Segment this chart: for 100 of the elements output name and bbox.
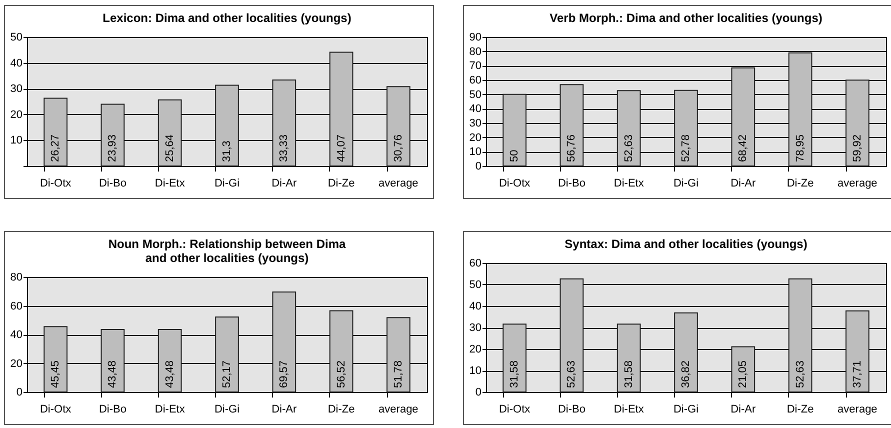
x-tick-label: Di-Ar [272,404,297,416]
data-label: 56,52 [335,360,348,388]
x-tick-label: Di-Etx [154,404,186,416]
x-tick-label: average [838,404,878,416]
x-tick-label: Di-Otx [498,404,531,416]
bar [100,329,125,392]
bar [560,278,584,392]
bar [502,324,526,392]
bar [44,98,68,166]
data-label: 31,58 [622,360,635,388]
x-tick-label: Di-Gi [214,178,240,190]
y-tick-label: 60 [469,258,482,270]
data-label: 33,33 [278,134,290,162]
data-label: 23,93 [106,134,119,162]
bar [100,104,125,166]
data-label: 52,63 [566,360,578,388]
y-tick-label: 80 [469,46,482,58]
bar [386,317,410,392]
bar [846,80,870,166]
chart-title: Syntax: Dima and other localities (youngs) [564,237,808,251]
data-label: 45,45 [50,360,62,388]
y-tick-label: 90 [469,32,482,44]
bar [560,84,584,166]
x-tick-label: Di-Gi [673,178,699,190]
data-label: 44,07 [335,134,348,162]
x-tick-label: average [838,178,878,190]
x-tick-label: Di-Gi [673,404,699,416]
bar [731,346,756,392]
bar [329,310,354,392]
data-label: 50 [508,150,521,162]
y-tick-label: 20 [10,358,22,370]
x-tick-label: Di-Ze [328,404,355,416]
x-tick-label: Di-Gi [214,404,240,416]
y-tick-label: 50 [10,32,22,44]
y-tick-label: 10 [469,146,482,158]
y-tick-label: 70 [469,60,482,72]
data-label: 25,64 [164,134,176,162]
bar [329,52,354,166]
y-tick-label: 30 [10,83,22,96]
bar [616,324,641,392]
y-tick-label: 40 [10,329,22,341]
data-label: 52,78 [680,134,692,162]
bar [215,84,239,166]
y-tick-label: 20 [469,132,482,144]
bar [386,86,410,166]
bar [44,326,68,392]
bar [158,99,182,166]
data-label: 59,92 [851,134,864,162]
x-tick-label: Di-Bo [558,404,586,416]
data-label: 52,17 [221,360,233,388]
y-tick-label: 10 [10,134,22,147]
y-tick-label: 60 [469,74,482,86]
data-label: 31,3 [221,140,233,162]
data-label: 68,42 [737,134,750,162]
bar [272,291,296,392]
data-label: 37,71 [851,360,864,388]
y-tick-label: 50 [469,279,482,291]
bar [272,80,296,166]
y-tick-label: 20 [469,344,482,356]
data-label: 69,57 [278,360,290,388]
data-label: 26,27 [50,134,62,162]
y-tick-label: 0 [475,160,482,172]
y-tick-label: 40 [469,300,482,312]
x-tick-label: Di-Bo [558,178,586,190]
bar [158,329,182,392]
bar [788,278,812,392]
bar [215,316,239,392]
x-tick-label: Di-Ze [786,178,814,190]
chart-title: Lexicon: Dima and other localities (youngs) [102,11,352,25]
data-label: 30,76 [392,134,404,162]
y-tick-label: 60 [10,300,22,312]
y-tick-label: 30 [469,118,482,130]
data-label: 78,95 [794,134,806,162]
x-tick-label: Di-Ze [786,404,814,416]
x-tick-label: Di-Otx [498,178,531,190]
x-tick-label: Di-Ze [328,178,355,190]
x-tick-label: Di-Ar [730,404,756,416]
y-tick-label: 80 [10,272,22,284]
x-tick-label: Di-Bo [98,404,126,416]
data-label: 52,63 [794,360,806,388]
data-label: 52,63 [622,134,635,162]
data-label: 43,48 [106,360,119,388]
y-tick-label: 30 [469,322,482,334]
data-label: 51,78 [392,360,404,388]
chart-title: Verb Morph.: Dima and other localities (youngs) [550,11,822,25]
y-tick-label: 20 [10,108,22,121]
x-tick-label: Di-Etx [614,404,644,416]
y-tick-label: 10 [469,365,482,377]
bar [616,90,641,166]
x-tick-label: Di-Ar [730,178,756,190]
bar [788,52,812,166]
y-tick-label: 40 [469,103,482,116]
data-label: 31,58 [508,360,521,388]
bar [674,90,698,166]
x-tick-label: Di-Ar [272,178,297,190]
x-tick-label: average [378,404,418,416]
y-tick-label: 0 [16,386,22,398]
x-tick-label: average [378,178,418,190]
bar [502,94,526,166]
chart-title: Noun Morph.: Relationship between Dima and other localities (youngs) [108,237,346,265]
